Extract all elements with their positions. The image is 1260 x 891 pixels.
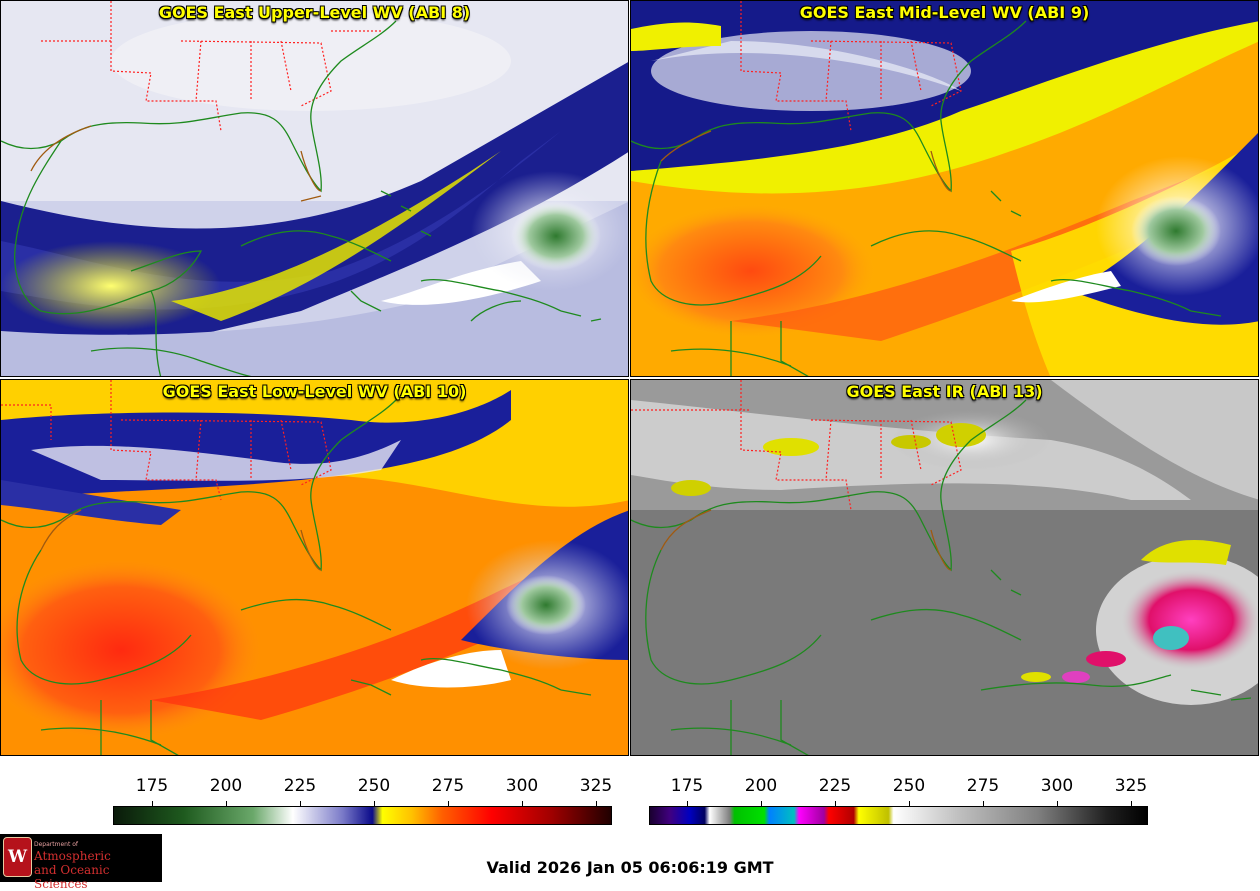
upper-level-wv-image bbox=[1, 1, 628, 376]
mid-level-wv-image bbox=[631, 1, 1258, 376]
wv-tick-label: 300 bbox=[505, 776, 539, 796]
uw-seal-icon: W bbox=[3, 837, 32, 877]
valid-time: Valid 2026 Jan 05 06:06:19 GMT bbox=[486, 858, 774, 877]
ir-tick-label: 200 bbox=[744, 776, 778, 796]
wv-tick-label: 200 bbox=[209, 776, 243, 796]
panel-title: GOES East Low-Level WV (ABI 10) bbox=[162, 382, 467, 401]
aos-logo: W Department of Atmospheric and Oceanic … bbox=[0, 834, 162, 891]
wv-tick-label: 225 bbox=[283, 776, 317, 796]
wv-tick-label: 325 bbox=[579, 776, 613, 796]
low-level-wv-image bbox=[1, 380, 628, 755]
ir-tick-label: 300 bbox=[1040, 776, 1074, 796]
ir-tick-label: 250 bbox=[892, 776, 926, 796]
logo-line1: Atmospheric bbox=[34, 849, 111, 863]
panel-title: GOES East Upper-Level WV (ABI 8) bbox=[158, 3, 471, 22]
ir-image bbox=[631, 380, 1258, 755]
ir-tick-label: 175 bbox=[670, 776, 704, 796]
panel-title: GOES East IR (ABI 13) bbox=[846, 382, 1043, 401]
ir-tick-label: 275 bbox=[966, 776, 1000, 796]
panel-ir: GOES East IR (ABI 13) bbox=[630, 379, 1259, 756]
panel-title: GOES East Mid-Level WV (ABI 9) bbox=[799, 3, 1090, 22]
panel-upper-level-wv: GOES East Upper-Level WV (ABI 8) bbox=[0, 0, 629, 377]
ir-colorbar bbox=[649, 806, 1148, 825]
wv-tick-label: 250 bbox=[357, 776, 391, 796]
ir-tick-label: 225 bbox=[818, 776, 852, 796]
wv-tick-label: 175 bbox=[135, 776, 169, 796]
panel-mid-level-wv: GOES East Mid-Level WV (ABI 9) bbox=[630, 0, 1259, 377]
ir-tick-label: 325 bbox=[1114, 776, 1148, 796]
wv-colorbar bbox=[113, 806, 612, 825]
panel-low-level-wv: GOES East Low-Level WV (ABI 10) bbox=[0, 379, 629, 756]
wv-tick-label: 275 bbox=[431, 776, 465, 796]
logo-dept: Department of bbox=[34, 841, 78, 848]
